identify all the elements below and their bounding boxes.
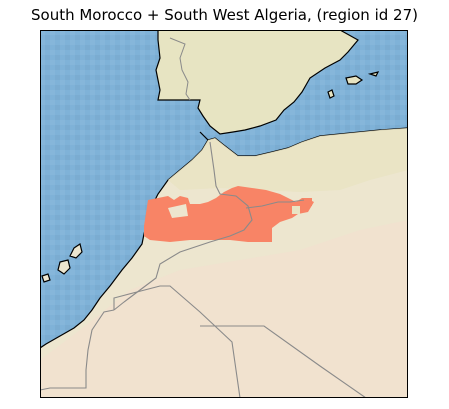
region-border xyxy=(245,199,305,209)
region-hole xyxy=(168,204,188,218)
balearic-island-mallorca xyxy=(345,75,364,85)
balearic-island-ibiza xyxy=(327,89,335,99)
iberia-land xyxy=(155,30,359,135)
map-title: South Morocco + South West Algeria, (reg… xyxy=(31,6,418,24)
atlas-vegetation-band xyxy=(168,128,408,192)
morocco-algeria-border xyxy=(113,141,253,311)
desert-tint xyxy=(40,220,408,398)
gibraltar-coast xyxy=(199,131,209,141)
map-frame xyxy=(40,30,408,398)
canary-island-2 xyxy=(69,243,83,259)
western-sahara-border xyxy=(113,285,241,398)
region-pixel-1 xyxy=(302,198,312,206)
balearic-island-menorca xyxy=(367,71,380,77)
map-canvas xyxy=(40,30,408,398)
mauritania-border xyxy=(40,309,115,391)
mali-border xyxy=(200,325,367,398)
portugal-spain-border xyxy=(169,37,191,101)
map-panel xyxy=(40,30,408,398)
highlighted-region-27 xyxy=(144,186,314,242)
canary-island-3 xyxy=(41,273,51,283)
region-pixel-2 xyxy=(292,206,300,214)
canary-island-1 xyxy=(57,259,71,275)
